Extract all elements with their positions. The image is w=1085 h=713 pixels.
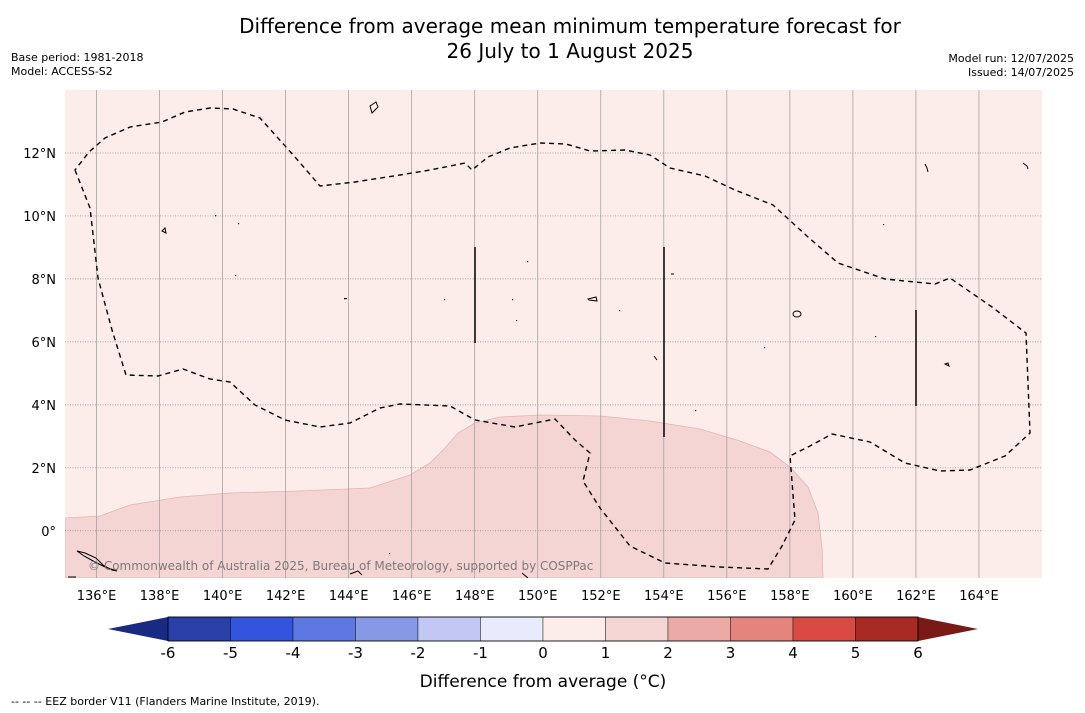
colorbar-cell [855, 616, 919, 642]
island-dots [215, 215, 885, 555]
colorbar-over-arrow [918, 617, 978, 641]
colorbar-tick-label: 5 [851, 644, 861, 662]
longitude-tick-label: 152°E [581, 589, 621, 604]
latitude-tick-label: 8°N [32, 273, 57, 288]
colorbar-cell [230, 616, 294, 642]
islands [68, 101, 1029, 578]
longitude-labels: 136°E 138°E 140°E 142°E 144°E 146°E 148°E 150°E… [77, 589, 999, 604]
colorbar-under-arrow [108, 617, 168, 641]
latitude-tick-label: 4°N [32, 399, 57, 414]
latitude-tick-label: 12°N [23, 147, 56, 162]
longitude-tick-label: 138°E [140, 589, 180, 604]
longitude-tick-label: 140°E [203, 589, 243, 604]
map-title: Difference from average mean minimum tem… [0, 14, 1085, 64]
latitude-tick-label: 0° [41, 525, 56, 540]
colorbar-cell [667, 616, 731, 642]
colorbar-cell [417, 616, 481, 642]
colorbar-cell [355, 616, 419, 642]
meta-left: Base period: 1981-2018 Model: ACCESS-S2 [11, 51, 143, 79]
issued-date: Issued: 14/07/2025 [967, 66, 1074, 79]
colorbar-tick-label: -6 [161, 644, 176, 662]
colorbar-tick-label: 4 [788, 644, 798, 662]
colorbar-tick-label: 0 [538, 644, 548, 662]
colorbar-cell [542, 616, 606, 642]
colorbar-tick-label: -1 [473, 644, 488, 662]
model-name: Model: ACCESS-S2 [11, 65, 113, 78]
colorbar-cell [167, 616, 231, 642]
colorbar-tick-label: -5 [223, 644, 238, 662]
colorbar-cell [730, 616, 794, 642]
longitude-tick-label: 164°E [959, 589, 999, 604]
longitude-tick-label: 146°E [392, 589, 432, 604]
colorbar-tick-label: 1 [601, 644, 611, 662]
longitude-tick-label: 158°E [770, 589, 810, 604]
meta-right: Model run: 12/07/2025 Issued: 14/07/2025 [948, 52, 1074, 80]
colorbar-cell [480, 616, 544, 642]
latitude-tick-label: 6°N [32, 336, 57, 351]
title-line-1: Difference from average mean minimum tem… [239, 14, 901, 38]
longitude-tick-label: 160°E [833, 589, 873, 604]
longitude-tick-label: 136°E [77, 589, 117, 604]
colorbar-tick-label: 2 [663, 644, 673, 662]
longitude-tick-label: 154°E [644, 589, 684, 604]
colorbar-tick-label: 6 [913, 644, 923, 662]
latitude-labels: 12°N 10°N 8°N 6°N 4°N 2°N 0° [23, 147, 56, 540]
eez-footnote: -- -- -- EEZ border V11 (Flanders Marine… [11, 695, 320, 708]
longitude-tick-label: 162°E [896, 589, 936, 604]
colorbar-cell [292, 616, 356, 642]
colorbar-cell [605, 616, 669, 642]
longitude-tick-label: 148°E [455, 589, 495, 604]
longitude-tick-label: 144°E [329, 589, 369, 604]
colorbar-label: Difference from average (°C) [420, 672, 667, 692]
latitude-tick-label: 2°N [32, 462, 57, 477]
longitude-tick-label: 156°E [707, 589, 747, 604]
copyright-text: © Commonwealth of Australia 2025, Bureau… [88, 559, 593, 573]
colorbar-tick-label: -4 [286, 644, 301, 662]
latitude-tick-label: 10°N [23, 210, 56, 225]
colorbar-tick-label: 3 [726, 644, 736, 662]
colorbar: -6 -5 -4 -3 -2 -1 0 1 2 3 4 5 6 Difference from aver… [108, 616, 978, 692]
colorbar-tick-label: -2 [411, 644, 426, 662]
base-period: Base period: 1981-2018 [11, 51, 144, 64]
colorbar-cell [792, 616, 856, 642]
anomaly-region [65, 414, 824, 578]
colorbar-tick-label: -3 [348, 644, 363, 662]
longitude-tick-label: 142°E [266, 589, 306, 604]
eez-border [74, 107, 1031, 570]
colorbar-frame [167, 616, 919, 642]
title-line-2: 26 July to 1 August 2025 [446, 39, 694, 63]
model-run: Model run: 12/07/2025 [948, 52, 1074, 65]
longitude-tick-label: 150°E [518, 589, 558, 604]
